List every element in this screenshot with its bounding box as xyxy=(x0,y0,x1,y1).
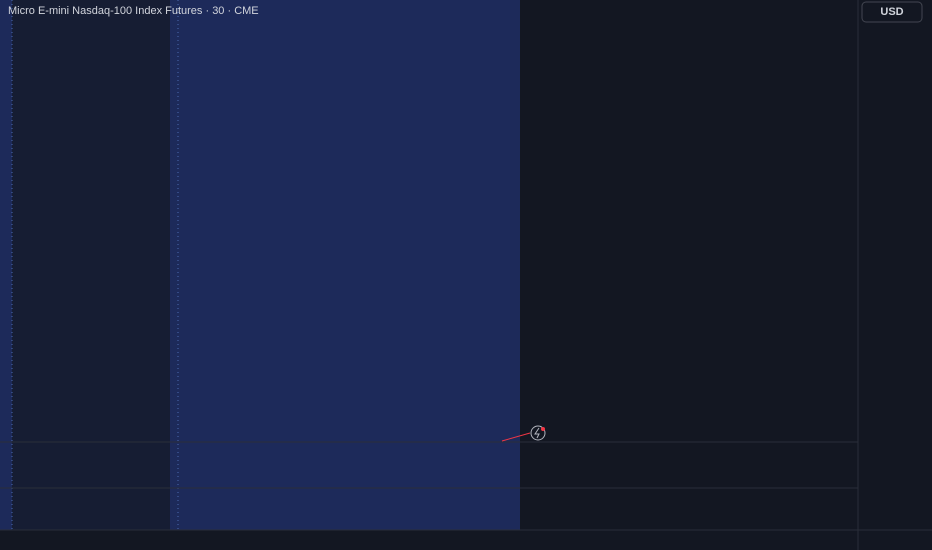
session-shade xyxy=(12,0,170,530)
session-highlight xyxy=(0,0,12,530)
currency-label[interactable]: USD xyxy=(880,6,903,18)
alert-icon-glyph xyxy=(534,427,540,439)
currency-button[interactable] xyxy=(861,1,923,23)
alert-icon[interactable] xyxy=(530,425,546,441)
alert-line xyxy=(501,432,531,442)
session-highlight xyxy=(170,0,520,530)
chart-title: Micro E-mini Nasdaq-100 Index Futures · … xyxy=(8,5,259,17)
alert-dot xyxy=(541,427,545,431)
